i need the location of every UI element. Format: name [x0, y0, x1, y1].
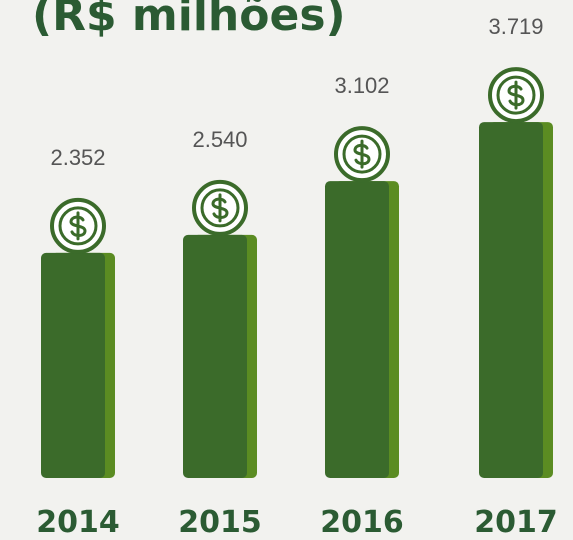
bar — [479, 122, 543, 478]
chart-title: (R$ milhões) — [32, 0, 346, 41]
x-tick-label: 2015 — [178, 505, 262, 540]
bar — [41, 252, 105, 478]
x-tick-label: 2017 — [474, 505, 558, 540]
bar-group — [41, 197, 115, 478]
coin-icon — [192, 179, 248, 236]
coin-inner — [58, 206, 98, 246]
bar — [183, 234, 247, 478]
bar-group — [325, 126, 399, 478]
dollar-sign — [69, 211, 87, 241]
coin-icon — [334, 126, 390, 183]
coin-inner — [342, 134, 382, 174]
dollar-sign — [507, 80, 525, 110]
dollar-sign — [211, 193, 229, 223]
coin-icon — [50, 197, 106, 254]
value-label: 2.540 — [192, 127, 247, 152]
value-label: 2.352 — [50, 145, 105, 170]
dollar-sign — [353, 139, 371, 169]
coin-inner — [496, 75, 536, 115]
value-label: 3.719 — [488, 14, 543, 39]
bar — [325, 181, 389, 478]
coin-inner — [200, 188, 240, 228]
x-tick-label: 2014 — [36, 505, 120, 540]
bar-group — [183, 179, 257, 478]
value-label: 3.102 — [334, 73, 389, 98]
x-tick-label: 2016 — [320, 505, 404, 540]
coin-icon — [488, 67, 544, 124]
bar-group — [479, 67, 553, 478]
